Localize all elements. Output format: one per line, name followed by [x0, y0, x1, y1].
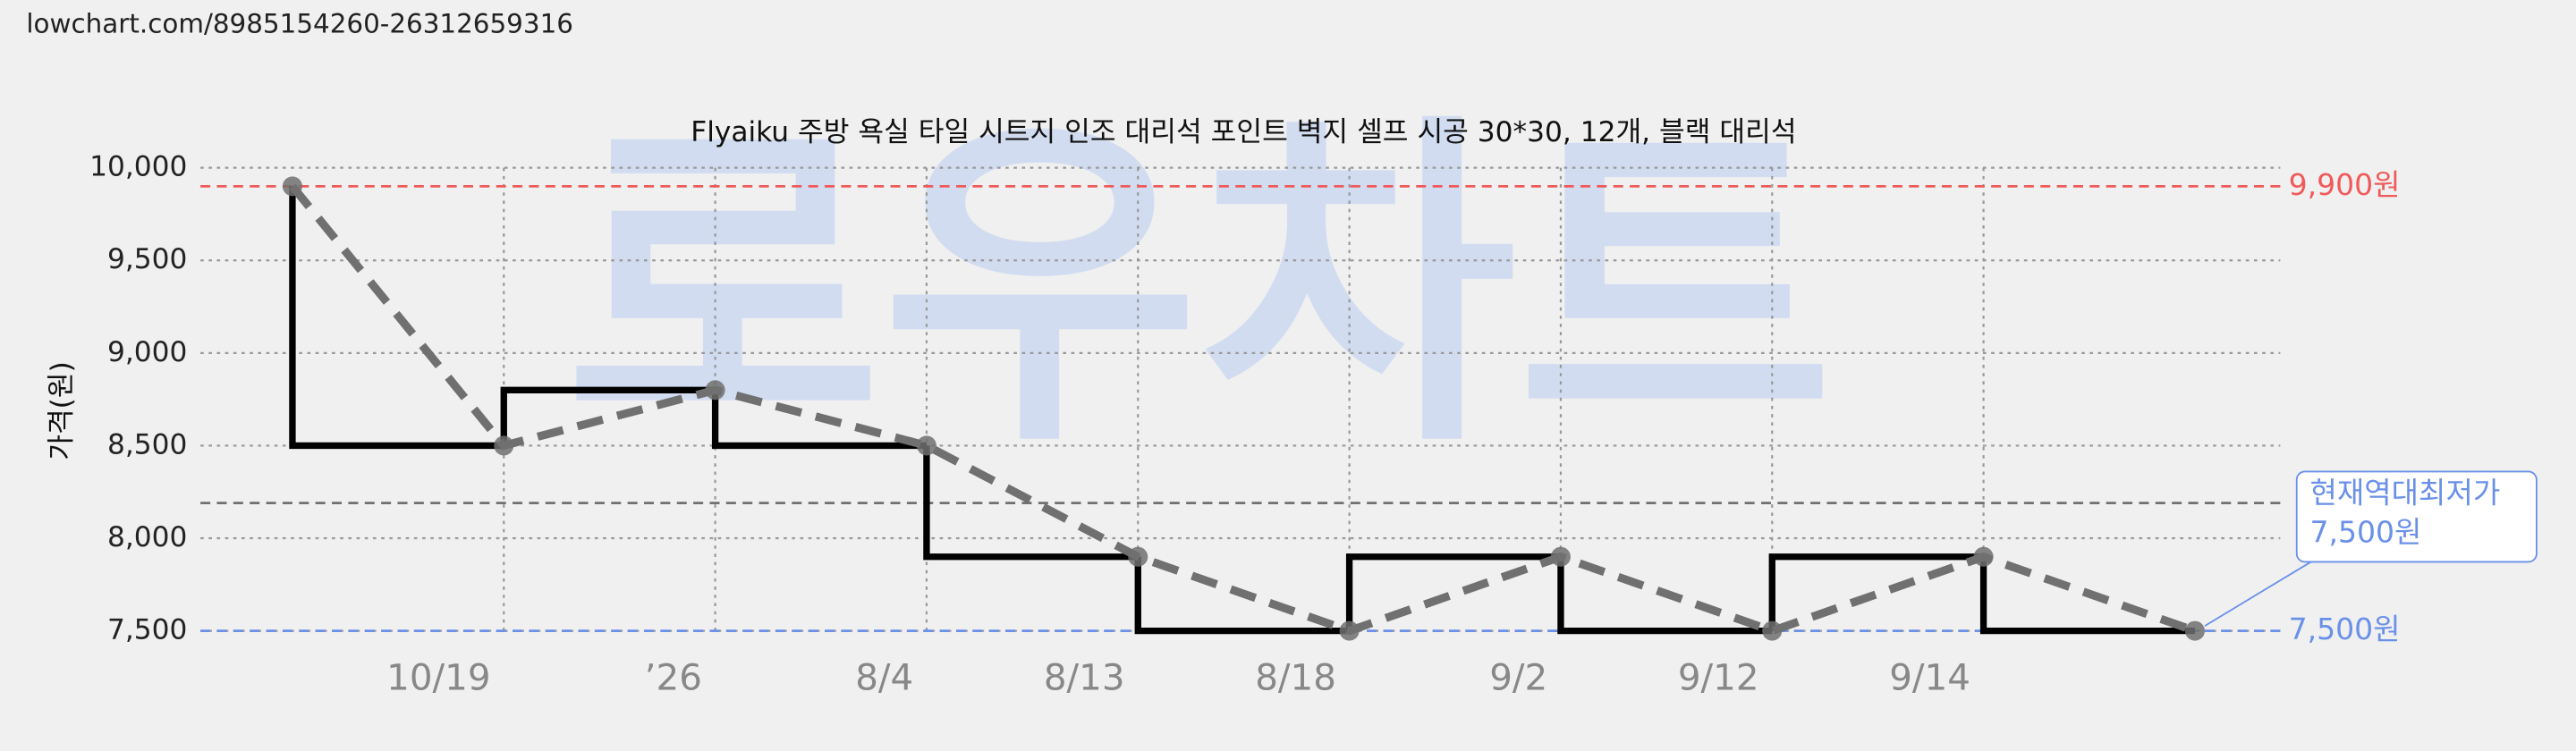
- x-tick-label: 8/4: [855, 656, 913, 699]
- x-tick-label: 10/19: [386, 656, 490, 699]
- y-axis-label: 가격(원): [46, 361, 78, 460]
- point: [1339, 620, 1360, 641]
- watermark: 로우차트: [564, 87, 1834, 488]
- y-tick-label: 10,000: [89, 151, 187, 183]
- step-segment: [289, 186, 504, 450]
- point: [1550, 546, 1571, 567]
- point: [1973, 546, 1994, 567]
- x-tick-label: ’26: [645, 656, 702, 699]
- step-segment: [1768, 553, 1984, 631]
- y-tick-label: 8,500: [107, 428, 187, 460]
- point: [1762, 620, 1783, 641]
- trend-line: [289, 183, 2197, 636]
- step-segment: [1345, 553, 1561, 631]
- x-tick-label: 8/13: [1044, 656, 1125, 699]
- x-tick-label: 9/12: [1678, 656, 1759, 699]
- reference-label: 7,500원: [2289, 612, 2401, 646]
- step-segment: [711, 390, 927, 450]
- annotation-box: [2295, 470, 2538, 563]
- point: [1128, 546, 1148, 567]
- point: [2184, 620, 2205, 641]
- x-tick-label: 9/14: [1889, 656, 1970, 699]
- reference-label: 9,900원: [2289, 167, 2401, 202]
- y-tick-label: 9,500: [107, 243, 187, 275]
- y-tick-label: 7,500: [107, 614, 187, 646]
- url: lowchart.com/8985154260-26312659316: [26, 8, 573, 38]
- point: [705, 380, 725, 401]
- point: [916, 435, 936, 456]
- point: [282, 176, 302, 197]
- annotation-text: 7,500원: [2309, 515, 2421, 550]
- chart-title: Flyaiku 주방 욕실 타일 시트지 인조 대리석 포인트 벽지 셀프 시공…: [691, 116, 1796, 148]
- x-tick-label: 8/18: [1255, 656, 1336, 699]
- annotation-text: 현재역대최저가: [2309, 476, 2500, 511]
- step-segment: [500, 386, 716, 446]
- point: [494, 435, 514, 456]
- y-tick-label: 8,000: [107, 521, 187, 553]
- x-tick-label: 9/2: [1489, 656, 1547, 699]
- annotation-arrow: [2204, 558, 2318, 627]
- step-segment: [1557, 556, 1773, 635]
- step-segment: [923, 445, 1139, 561]
- step-segment: [1979, 556, 2195, 635]
- step-segment: [1134, 556, 1350, 635]
- y-tick-label: 9,000: [107, 336, 187, 368]
